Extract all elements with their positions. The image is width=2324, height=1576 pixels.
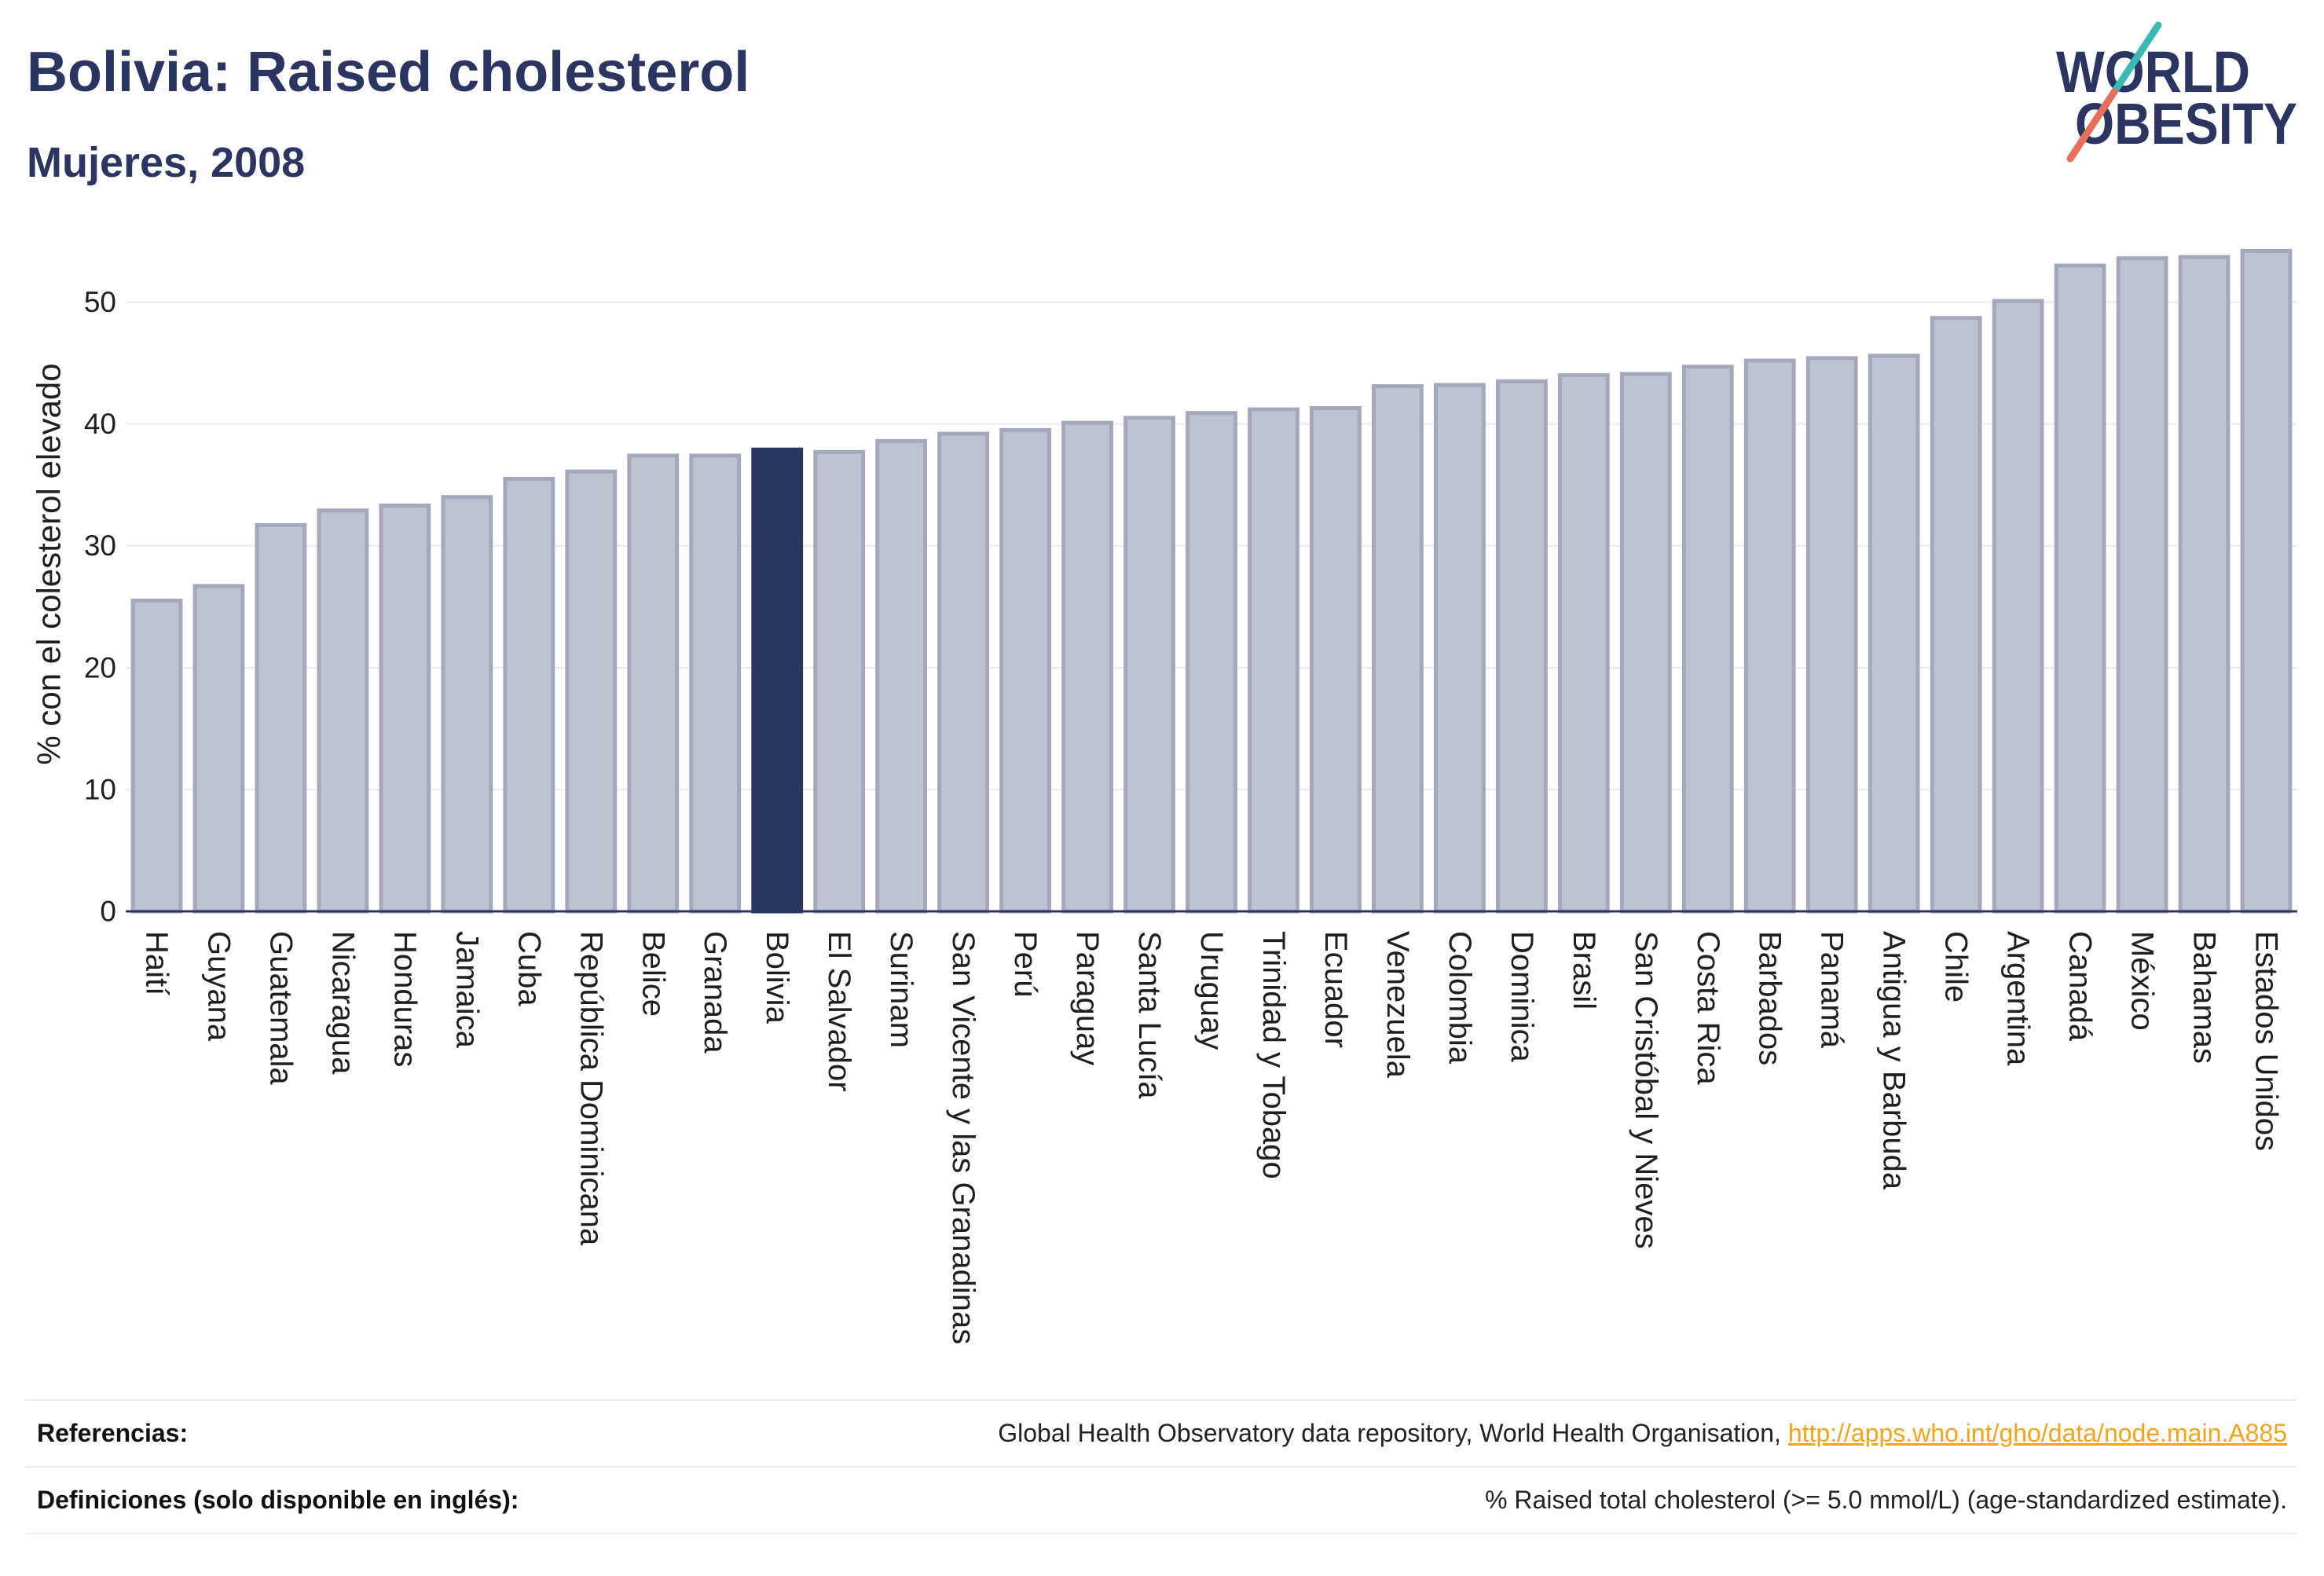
bar-colombia [1433, 383, 1486, 914]
bar-brasil [1557, 373, 1610, 914]
x-tick-label-antigua-y-barbuda: Antigua y Barbuda [1877, 931, 1912, 1190]
bar-peru [999, 427, 1051, 914]
definitions-text: % Raised total cholesterol (>= 5.0 mmol/… [1485, 1486, 2287, 1514]
bars [130, 248, 2293, 914]
logo-word-obesity: OBESITY [2075, 91, 2297, 156]
x-tick-label-cuba: Cuba [511, 931, 546, 1006]
bar-chart: 0 10 20 30 40 50 Haití Guyana Guatemala Nicaragu… [31, 248, 2297, 1344]
bar-uruguay [1186, 411, 1237, 914]
x-tick-label-bahamas: Bahamas [2187, 931, 2222, 1064]
x-tick-label-colombia: Colombia [1442, 931, 1477, 1065]
bar-bahamas [2178, 255, 2231, 914]
bar-chile [1930, 316, 1982, 914]
x-tick-labels: Haití Guyana Guatemala Nicaragua Honduras Jam… [139, 931, 2283, 1344]
bar-antigua-y-barbuda [1868, 354, 1920, 914]
x-tick-label-argentina: Argentina [2001, 931, 2036, 1066]
references-value: Global Health Observatory data repositor… [998, 1419, 2287, 1448]
footer-row-references: Referencias: Global Health Observatory d… [25, 1401, 2297, 1468]
bar-mexico [2116, 256, 2168, 914]
bar-venezuela [1372, 384, 1424, 914]
bar-belice [627, 453, 680, 914]
bar-nicaragua [317, 508, 369, 914]
y-axis-title: % con el colesterol elevado [31, 363, 68, 764]
page-title: Bolivia: Raised cholesterol [27, 41, 750, 104]
x-tick-label-nicaragua: Nicaragua [325, 931, 360, 1075]
bar-san-cristobal-y-nieves [1619, 372, 1672, 914]
logo-slash-teal [2110, 21, 2162, 96]
x-tick-label-honduras: Honduras [387, 931, 422, 1067]
x-tick-label-santa-lucia: Santa Lucía [1132, 931, 1167, 1099]
bar-el-salvador [813, 449, 866, 914]
x-tick-label-dominica: Dominica [1505, 931, 1539, 1062]
x-tick-label-paraguay: Paraguay [1070, 931, 1105, 1065]
x-tick-label-trinidad-y-tobago: Trinidad y Tobago [1256, 931, 1291, 1179]
y-tick-label-40: 40 [84, 408, 116, 440]
x-tick-label-el-salvador: El Salvador [822, 931, 856, 1092]
x-tick-label-panama: Panamá [1815, 931, 1849, 1049]
references-source: Global Health Observatory data repositor… [998, 1419, 1781, 1447]
x-tick-label-guyana: Guyana [201, 931, 236, 1042]
bar-argentina [1992, 299, 2044, 914]
x-tick-label-chile: Chile [1939, 931, 1974, 1002]
y-tick-label-0: 0 [100, 896, 116, 928]
x-tick-label-peru: Perú [1008, 931, 1043, 998]
x-tick-label-venezuela: Venezuela [1380, 931, 1415, 1079]
x-tick-label-surinam: Surinam [884, 931, 918, 1048]
references-label: Referencias: [37, 1419, 189, 1447]
x-tick-label-barbados: Barbados [1753, 931, 1787, 1065]
bar-granada [689, 453, 742, 914]
bar-santa-lucia [1124, 416, 1175, 914]
bar-estados-unidos [2240, 248, 2293, 914]
page-subtitle: Mujeres, 2008 [27, 139, 306, 186]
y-tick-label-20: 20 [84, 651, 116, 684]
bar-republica-dominicana [565, 469, 618, 914]
bar-honduras [379, 504, 431, 914]
footer-row-definitions: Definiciones (solo disponible en inglés)… [25, 1468, 2297, 1534]
bar-cuba [503, 476, 555, 914]
bar-trinidad-y-tobago [1248, 407, 1299, 914]
y-tick-label-50: 50 [84, 286, 116, 318]
x-tick-label-san-vicente-y-las-granadinas: San Vicente y las Granadinas [946, 931, 981, 1344]
bar-surinam [875, 438, 928, 914]
bar-san-vicente-y-las-granadinas [937, 431, 990, 914]
y-tick-labels: 0 10 20 30 40 50 [84, 286, 116, 927]
x-tick-label-canada: Canadá [2063, 931, 2098, 1042]
bar-jamaica [441, 495, 493, 914]
x-tick-label-brasil: Brasil [1567, 931, 1601, 1010]
footer: Referencias: Global Health Observatory d… [25, 1399, 2297, 1534]
bar-panama [1805, 356, 1858, 914]
references-link[interactable]: http://apps.who.int/gho/data/node.main.A… [1787, 1419, 2287, 1447]
bar-canada [2054, 263, 2106, 914]
bar-guatemala [255, 522, 307, 914]
y-tick-label-10: 10 [84, 773, 116, 805]
bar-dominica [1495, 379, 1548, 914]
bar-barbados [1743, 358, 1796, 914]
bar-haiti [130, 599, 183, 914]
x-tick-label-uruguay: Uruguay [1194, 931, 1229, 1050]
x-tick-label-guatemala: Guatemala [263, 931, 298, 1085]
x-tick-label-mexico: México [2125, 931, 2160, 1031]
x-tick-label-jamaica: Jamaica [449, 931, 484, 1049]
x-tick-label-ecuador: Ecuador [1318, 931, 1353, 1048]
x-tick-label-haiti: Haití [139, 931, 174, 995]
x-tick-label-costa-rica: Costa Rica [1691, 931, 1725, 1085]
world-obesity-logo: WORLD OBESITY [2056, 21, 2297, 163]
logo-word-world: WORLD [2056, 39, 2250, 104]
definitions-label: Definiciones (solo disponible en inglés)… [37, 1486, 519, 1514]
x-tick-label-san-cristobal-y-nieves: San Cristóbal y Nieves [1629, 931, 1663, 1249]
logo-slash-coral [2066, 88, 2118, 163]
bar-paraguay [1061, 420, 1113, 914]
bar-bolivia [751, 447, 804, 914]
x-tick-label-belice: Belice [636, 931, 670, 1017]
x-tick-label-bolivia: Bolivia [760, 931, 794, 1024]
bar-ecuador [1310, 405, 1362, 914]
x-tick-label-granada: Granada [698, 931, 732, 1054]
bar-costa-rica [1681, 365, 1734, 914]
x-tick-label-estados-unidos: Estados Unidos [2249, 931, 2284, 1151]
y-tick-label-30: 30 [84, 530, 116, 562]
bar-guyana [192, 584, 245, 914]
x-tick-label-republica-dominicana: República Dominicana [574, 931, 608, 1246]
